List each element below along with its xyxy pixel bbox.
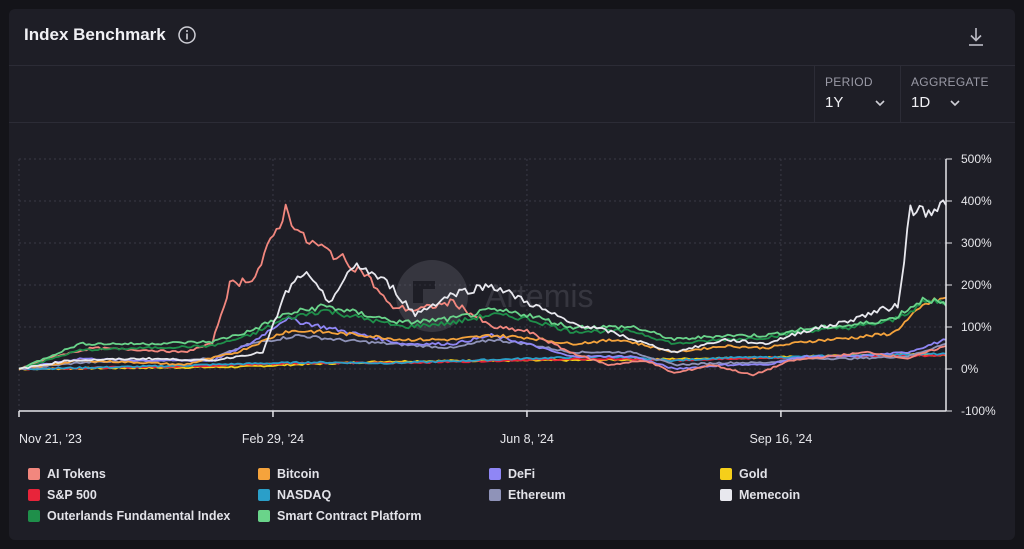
legend-swatch	[489, 489, 501, 501]
series-line-nasdaq	[19, 352, 947, 371]
y-tick-label: 200%	[961, 278, 992, 292]
legend-label: Bitcoin	[277, 467, 320, 481]
legend-swatch	[489, 468, 501, 480]
legend-label: Ethereum	[508, 488, 566, 502]
legend-swatch	[258, 468, 270, 480]
info-icon[interactable]	[178, 26, 196, 44]
series-line-ai-tokens	[18, 203, 947, 377]
legend-label: S&P 500	[47, 488, 97, 502]
legend-label: Outerlands Fundamental Index	[47, 509, 231, 523]
x-tick-label: Nov 21, '23	[19, 432, 82, 446]
legend-label: Gold	[739, 467, 768, 481]
chart-legend: AI Tokens Bitcoin DeFi Gold S&P 500 NASD…	[9, 457, 1015, 537]
chart-series	[18, 199, 947, 377]
x-tick-label: Feb 29, '24	[242, 432, 304, 446]
artemis-watermark: Artemis	[396, 260, 593, 332]
chart-grid	[18, 158, 946, 412]
legend-label: Smart Contract Platform	[277, 509, 422, 523]
y-tick-label: 0%	[961, 362, 979, 376]
legend-swatch	[28, 489, 40, 501]
y-tick-label: 500%	[961, 152, 992, 166]
series-line-memecoin	[18, 199, 947, 370]
legend-label: NASDAQ	[277, 488, 332, 502]
card-header: Index Benchmark	[9, 9, 1015, 66]
series-line-bitcoin	[18, 296, 947, 371]
period-label: PERIOD	[825, 75, 873, 89]
aggregate-label: AGGREGATE	[911, 75, 989, 89]
legend-label: AI Tokens	[47, 467, 106, 481]
x-tick-label: Sep 16, '24	[749, 432, 812, 446]
y-tick-label: 100%	[961, 320, 992, 334]
chart-axes: 500% 400% 300% 200% 100% 0% -100% Nov 21, '23 Fe…	[18, 152, 996, 446]
x-tick-label: Jun 8, '24	[500, 432, 554, 446]
legend-swatch	[28, 510, 40, 522]
y-tick-label: 300%	[961, 236, 992, 250]
period-select[interactable]: PERIOD 1Y	[814, 66, 900, 122]
index-benchmark-card: Index Benchmark PERIOD 1Y AGGREGATE 1D	[9, 9, 1015, 540]
legend-swatch	[258, 510, 270, 522]
legend-swatch	[258, 489, 270, 501]
legend-label: Memecoin	[739, 488, 801, 502]
chevron-down-icon	[950, 100, 960, 107]
legend-label: DeFi	[508, 467, 536, 481]
y-tick-label: 400%	[961, 194, 992, 208]
page-title: Index Benchmark	[24, 25, 166, 44]
series-line-smart-contract-platform	[18, 296, 947, 370]
chart-controls: PERIOD 1Y AGGREGATE 1D	[9, 66, 1015, 123]
period-value: 1Y	[825, 94, 844, 111]
legend-swatch	[28, 468, 40, 480]
aggregate-value: 1D	[911, 94, 931, 111]
legend-swatch	[720, 468, 732, 480]
legend-swatch	[720, 489, 732, 501]
line-chart-area: Artemis 500% 400% 300% 200% 100% 0% -100% Nov 2…	[9, 123, 1015, 453]
download-icon[interactable]	[966, 26, 986, 48]
aggregate-select[interactable]: AGGREGATE 1D	[900, 66, 1001, 122]
watermark-text: Artemis	[485, 278, 593, 314]
chevron-down-icon	[875, 100, 885, 107]
y-tick-label: -100%	[961, 404, 996, 418]
line-chart: Artemis 500% 400% 300% 200% 100% 0% -100% Nov 2…	[18, 152, 996, 446]
